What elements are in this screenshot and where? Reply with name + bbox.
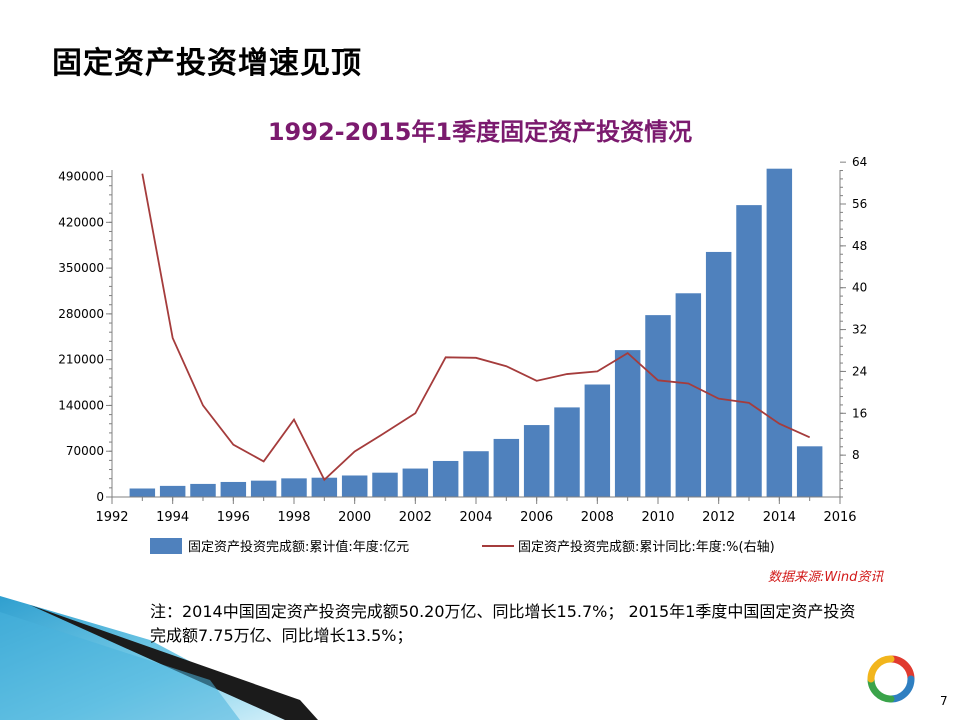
chart-legend: 固定资产投资完成额:累计值:年度:亿元 固定资产投资完成额:累计同比:年度:%(右… bbox=[150, 538, 775, 555]
x-tick-label: 2004 bbox=[459, 510, 492, 525]
bar-2008 bbox=[584, 384, 611, 497]
bar-2005 bbox=[493, 438, 520, 497]
x-tick-label: 1994 bbox=[156, 510, 189, 525]
bar-2000 bbox=[341, 475, 368, 497]
bar-2002 bbox=[402, 468, 429, 497]
bar-2015 bbox=[796, 446, 823, 497]
bar-2007 bbox=[554, 407, 580, 497]
left-tick-label: 420000 bbox=[58, 215, 104, 229]
bar-2010 bbox=[645, 315, 671, 497]
bar-2003 bbox=[432, 460, 459, 497]
bar-2012 bbox=[705, 251, 732, 497]
left-tick-label: 0 bbox=[96, 490, 104, 504]
x-tick-label: 2006 bbox=[520, 510, 553, 525]
left-tick-label: 350000 bbox=[58, 261, 104, 275]
left-tick-label: 280000 bbox=[58, 307, 104, 321]
bar-2013 bbox=[736, 205, 762, 497]
left-tick-label: 70000 bbox=[66, 444, 104, 458]
right-tick-label: 48 bbox=[852, 239, 867, 253]
x-tick-label: 2000 bbox=[338, 510, 371, 525]
right-tick-label: 56 bbox=[852, 197, 867, 211]
x-tick-label: 2008 bbox=[581, 510, 614, 525]
chart-title: 1992-2015年1季度固定资产投资情况 bbox=[267, 118, 693, 146]
x-tick-label: 1992 bbox=[95, 510, 128, 525]
bar-1996 bbox=[220, 481, 247, 497]
x-tick-label: 1996 bbox=[217, 510, 250, 525]
bar-1995 bbox=[190, 483, 216, 497]
bar-series bbox=[129, 168, 823, 497]
bar-1997 bbox=[250, 480, 277, 497]
legend-bar-label: 固定资产投资完成额:累计值:年度:亿元 bbox=[188, 539, 409, 555]
legend-line-label: 固定资产投资完成额:累计同比:年度:%(右轴) bbox=[518, 539, 775, 555]
bar-2009 bbox=[614, 350, 641, 497]
chart: 0 70000 140000 210000 280000 350000 420000 4900… bbox=[58, 155, 867, 555]
slide-title: 固定资产投资增速见顶 bbox=[52, 46, 362, 81]
x-tick-label: 2016 bbox=[823, 510, 856, 525]
left-tick-label: 140000 bbox=[58, 398, 104, 412]
line-series bbox=[141, 173, 811, 482]
chart-axes: 0 70000 140000 210000 280000 350000 420000 4900… bbox=[58, 155, 867, 525]
bar-1999 bbox=[311, 477, 338, 497]
legend-bar-swatch bbox=[150, 538, 182, 554]
x-tick-label: 1998 bbox=[277, 510, 310, 525]
right-tick-label: 64 bbox=[852, 155, 867, 169]
bar-1998 bbox=[281, 478, 307, 497]
left-tick-label: 490000 bbox=[58, 170, 104, 184]
right-tick-label: 32 bbox=[852, 323, 867, 337]
source-note: 数据来源:Wind资讯 bbox=[768, 570, 884, 585]
company-logo-icon bbox=[867, 655, 915, 703]
bar-1993 bbox=[129, 488, 156, 497]
right-tick-label: 24 bbox=[852, 364, 867, 378]
footnote: 注：2014中国固定资产投资完成额50.20万亿、同比增长15.7%； 2015… bbox=[150, 602, 856, 645]
page-number: 7 bbox=[940, 694, 948, 708]
bar-2014 bbox=[766, 168, 793, 497]
bar-2001 bbox=[372, 472, 398, 497]
right-tick-label: 40 bbox=[852, 281, 867, 295]
bar-2006 bbox=[523, 425, 550, 497]
bar-1994 bbox=[159, 485, 186, 497]
right-tick-label: 8 bbox=[852, 448, 860, 462]
x-tick-label: 2010 bbox=[641, 510, 674, 525]
x-tick-label: 2002 bbox=[399, 510, 432, 525]
left-tick-label: 210000 bbox=[58, 353, 104, 367]
bar-2011 bbox=[675, 293, 702, 497]
bar-2004 bbox=[463, 451, 489, 497]
right-tick-label: 16 bbox=[852, 406, 867, 420]
x-tick-label: 2014 bbox=[763, 510, 796, 525]
x-tick-label: 2012 bbox=[702, 510, 735, 525]
